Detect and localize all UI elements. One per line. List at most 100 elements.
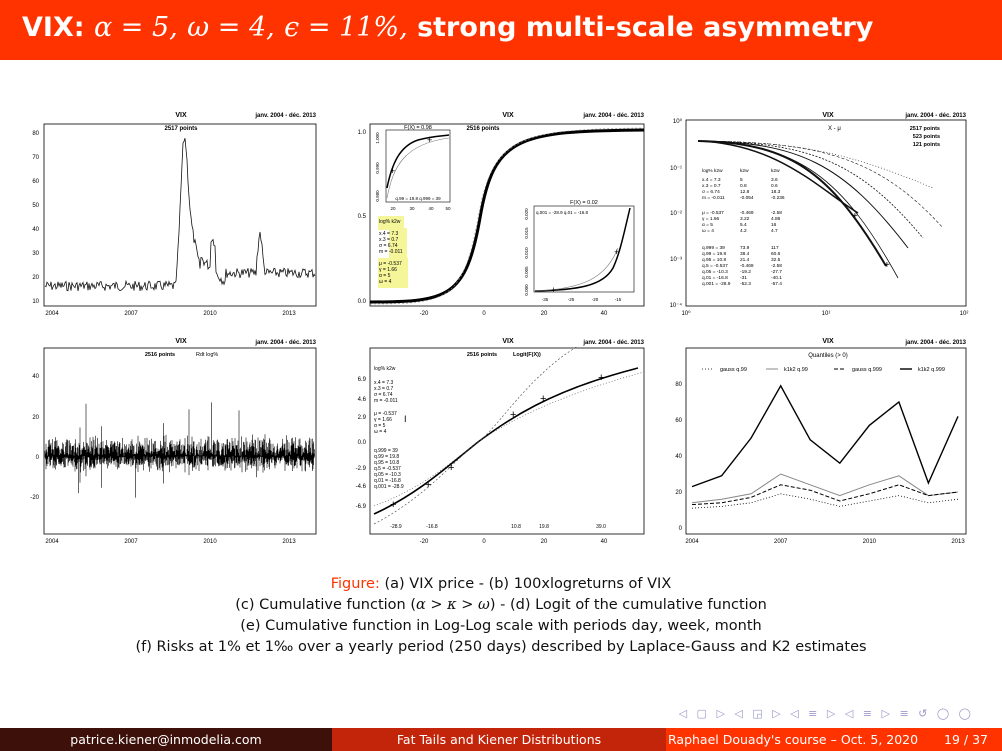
legend: gauss q.99 k1k2 q.99 gauss q.999 k1k2 q.… [702,367,945,373]
svg-text:4.2: 4.2 [740,228,747,234]
svg-text:m = -0.011: m = -0.011 [374,398,398,404]
svg-text:19.8: 19.8 [539,524,549,530]
beamer-navigation[interactable]: ◁ ▢ ▷ ◁ ◲ ▷ ◁ ≡ ▷ ◁ ≡ ▷ ≡ ↺ ◯ ◯ [678,707,974,720]
svg-text:γ = 1.66: γ = 1.66 [374,417,392,423]
cdf-curve [369,128,645,304]
svg-text:4.86: 4.86 [771,216,781,222]
footer-email: patrice.kiener@inmodelia.com [0,728,332,751]
svg-text:60: 60 [32,179,39,185]
quantile-ticks: -28.9 -16.8 10.8 19.8 39.0 [390,524,606,530]
svg-text:73.9: 73.9 [740,245,750,251]
chart-period: janv. 2004 - déc. 2013 [254,340,316,346]
svg-text:0.015: 0.015 [524,227,529,239]
svg-text:σ = 6.74: σ = 6.74 [374,392,393,398]
x-tick-label: 2004 [685,539,699,545]
series-line-k1k2-q-99 [691,473,959,504]
svg-text:40: 40 [601,311,608,317]
logit-curve [373,367,639,515]
svg-text:70: 70 [32,155,39,161]
svg-text:2013: 2013 [282,311,296,317]
chart-period: janv. 2004 - déc. 2013 [582,113,644,119]
y-tick-label: 60 [675,418,682,424]
svg-text:F(X) = 0.02: F(X) = 0.02 [570,200,598,206]
svg-text:0.980: 0.980 [375,190,380,202]
svg-text:+: + [551,285,556,295]
svg-text:0: 0 [36,455,40,461]
svg-text:q.001 = -28.9: q.001 = -28.9 [374,484,404,490]
svg-text:10¹: 10¹ [822,311,831,317]
x-axis: 2004 2007 2010 2013 [45,539,296,545]
svg-text:10: 10 [32,299,39,305]
svg-text:γ = 1.66: γ = 1.66 [379,267,397,273]
svg-text:0.5: 0.5 [358,214,367,220]
footer-course: Raphael Douady's course – Oct. 5, 2020 1… [666,728,1002,751]
svg-text:-0.054: -0.054 [740,195,754,201]
svg-text:1.0: 1.0 [358,130,367,136]
svg-text:q.05 = -10.3: q.05 = -10.3 [702,269,728,275]
svg-text:2007: 2007 [124,311,138,317]
panel-quantiles: VIX janv. 2004 - déc. 2013 Quantiles (> … [668,336,974,551]
svg-text:0.990: 0.990 [375,162,380,174]
svg-text:ω = 4: ω = 4 [374,429,387,435]
svg-text:0.010: 0.010 [524,247,529,259]
chart-title: VIX [822,338,834,345]
svg-text:q.95 = 10.8: q.95 = 10.8 [374,460,399,466]
svg-text:20: 20 [390,206,396,211]
svg-text:-27.7: -27.7 [771,269,782,275]
plot-frame [43,347,317,535]
plot-frame [43,123,317,307]
cumulative-chart: VIX janv. 2004 - déc. 2013 2516 points 1… [358,112,645,317]
chart-title: VIX [502,338,514,345]
svg-text:q.99 = 19.8: q.99 = 19.8 [374,454,399,460]
svg-text:2010: 2010 [203,539,217,545]
points-count: 2516 points [145,352,175,358]
chart-subtitle: Logit(F(X)) [513,352,541,358]
svg-text:x.4 = 7.3: x.4 = 7.3 [379,231,399,237]
svg-text:18.3: 18.3 [771,189,781,195]
svg-text:30: 30 [32,251,39,257]
svg-text:q.99 = 19.8 q.999 = 39: q.99 = 19.8 q.999 = 39 [395,196,441,201]
svg-text:2007: 2007 [124,539,138,545]
svg-text:12.8: 12.8 [740,189,750,195]
points-count: 2516 points [467,352,497,358]
series-line-gauss-q-99 [691,493,959,509]
svg-text:k1k2 q.999: k1k2 q.999 [918,367,945,373]
plot-frame [369,347,645,535]
panel-log-returns: VIX janv. 2004 - déc. 2013 2516 points R… [26,336,328,551]
svg-text:10⁻⁴: 10⁻⁴ [670,302,683,309]
svg-text:q.999 = 39: q.999 = 39 [374,448,398,454]
svg-text:x.3 = 0.7: x.3 = 0.7 [702,183,721,189]
svg-text:k1k2 q.99: k1k2 q.99 [784,367,808,373]
svg-text:log% k2w: log% k2w [374,366,396,372]
svg-text:16: 16 [771,222,777,228]
svg-text:-57.4: -57.4 [771,281,782,287]
logit-fit-2 [373,371,645,507]
svg-text:2004: 2004 [45,311,59,317]
svg-text:gauss q.99: gauss q.99 [720,367,747,373]
svg-text:log% k2w: log% k2w [702,168,723,174]
price-series [44,138,316,292]
params-box: log% k2w x.4 = 7.3 x.3 = 0.7 σ = 6.74 m … [378,216,408,288]
chart-title: VIX [175,338,187,345]
svg-text:20: 20 [541,311,548,317]
svg-text:m = -0.011: m = -0.011 [379,249,403,255]
svg-text:80: 80 [32,131,39,137]
cdf-fit-curve [369,127,645,305]
panel-cumulative-function: VIX janv. 2004 - déc. 2013 2516 points 1… [348,108,650,323]
svg-text:0.6: 0.6 [771,183,778,189]
series-line-k1k2-q-999 [691,384,959,488]
y-axis: 1.0 0.5 0.0 [358,130,367,305]
svg-text:40: 40 [32,227,39,233]
svg-text:q.001 = -28.9: q.001 = -28.9 [702,281,731,287]
svg-text:5: 5 [740,177,743,183]
svg-text:+: + [425,479,431,491]
svg-text:5.4: 5.4 [740,222,747,228]
svg-text:32.5: 32.5 [771,257,781,263]
svg-text:q.95 = 10.8: q.95 = 10.8 [702,257,726,263]
svg-text:20: 20 [32,275,39,281]
svg-text:-2.9: -2.9 [356,466,367,472]
svg-text:k2w: k2w [771,168,780,174]
panel-vix-price: VIX janv. 2004 - déc. 2013 2517 points 8… [26,108,328,323]
logit-chart: VIX janv. 2004 - déc. 2013 2516 points L… [356,338,645,545]
chart-period: janv. 2004 - déc. 2013 [904,113,966,119]
